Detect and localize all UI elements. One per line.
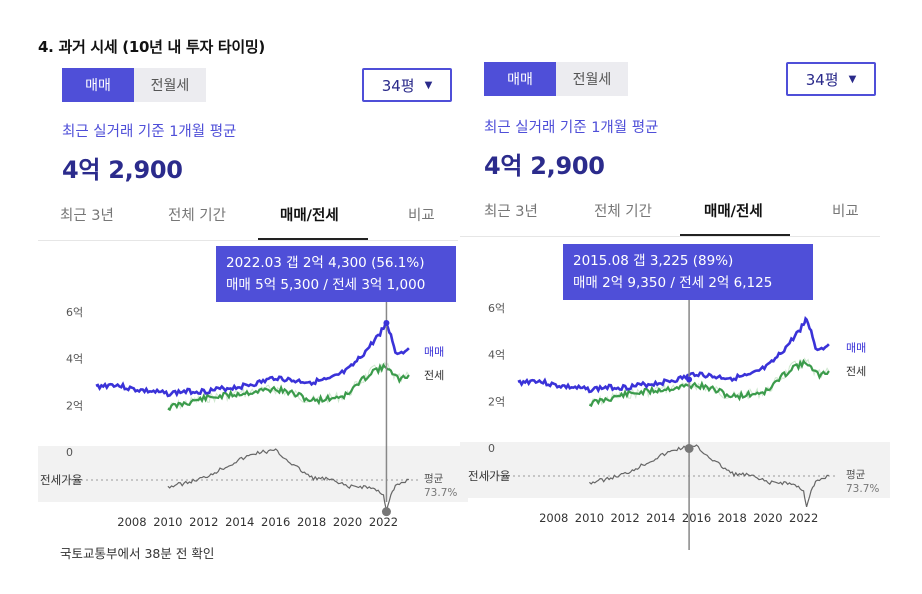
- x-tick-label: 2014: [646, 511, 675, 525]
- x-tick-label: 2016: [682, 511, 711, 525]
- tab-all-period[interactable]: 전체 기간: [594, 204, 652, 220]
- average-price: 4억 2,900: [62, 156, 183, 184]
- tab-compare[interactable]: 비교: [408, 208, 435, 224]
- ratio-average-label: 평균: [424, 473, 444, 485]
- highlight-sale-point: [686, 376, 693, 383]
- size-select[interactable]: 34평 ▼: [786, 62, 876, 96]
- jeonse-range-shadow: [589, 357, 830, 406]
- tab-recent-3y[interactable]: 최근 3년: [60, 208, 114, 224]
- price-caption: 최근 실거래 기준 1개월 평균: [484, 120, 659, 136]
- y-tick-label: 4억: [66, 353, 83, 366]
- jeonse-ratio-line: [589, 444, 829, 508]
- deal-type-toggle: 매매 전월세: [484, 62, 628, 96]
- x-tick-label: 2020: [333, 515, 362, 529]
- x-tick-label: 2008: [539, 511, 568, 525]
- x-tick-label: 2008: [117, 515, 146, 529]
- price-history-panel-right: 매매 전월세 34평 ▼ 최근 실거래 기준 1개월 평균 4억 2,900 최…: [460, 0, 890, 594]
- tooltip-price-line: 매매 5억 5,300 / 전세 3억 1,000: [226, 277, 426, 293]
- sale-series-line: [95, 320, 410, 398]
- ratio-average-label: 평균: [846, 469, 866, 481]
- legend-sale-label: 매매: [846, 342, 866, 355]
- tooltip-gap-line: 2015.08 갭 3,225 (89%): [573, 253, 734, 269]
- jeonse-ratio-line: [167, 448, 409, 512]
- tab-sale-jeonse[interactable]: 매매/전세: [280, 208, 339, 224]
- x-tick-label: 2014: [225, 515, 254, 529]
- tabs-divider: [460, 236, 880, 237]
- average-price: 4억 2,900: [484, 152, 605, 180]
- sale-series-line: [517, 316, 830, 394]
- sale-toggle-button[interactable]: 매매: [62, 68, 134, 102]
- ratio-band: [38, 446, 468, 502]
- y-tick-label: 2억: [66, 399, 83, 412]
- tooltip-gap-line: 2022.03 갭 2억 4,300 (56.1%): [226, 255, 425, 271]
- price-history-panel-left: 매매 전월세 34평 ▼ 최근 실거래 기준 1개월 평균 4억 2,900 최…: [38, 0, 468, 594]
- y-tick-label: 6억: [488, 302, 505, 315]
- y-tick-label: 0: [66, 446, 73, 459]
- caret-down-icon: ▼: [848, 73, 857, 85]
- size-select[interactable]: 34평 ▼: [362, 68, 452, 102]
- ratio-average-value: 73.7%: [424, 487, 457, 499]
- chart-tooltip: 2015.08 갭 3,225 (89%) 매매 2억 9,350 / 전세 2…: [563, 244, 813, 300]
- period-tabs: 최근 3년 전체 기간 매매/전세 비교: [460, 200, 880, 240]
- x-tick-label: 2022: [369, 515, 398, 529]
- size-select-value: 34평: [381, 76, 415, 95]
- price-caption: 최근 실거래 기준 1개월 평균: [62, 124, 237, 140]
- jeonse-range-shadow: [167, 361, 410, 410]
- x-tick-label: 2010: [153, 515, 182, 529]
- y-tick-label: 0: [488, 442, 495, 455]
- chart-tooltip: 2022.03 갭 2억 4,300 (56.1%) 매매 5억 5,300 /…: [216, 246, 456, 302]
- data-source-note: 국토교통부에서 38분 전 확인: [60, 546, 215, 561]
- legend-sale-label: 매매: [424, 346, 444, 359]
- ratio-axis-label: 전세가율: [468, 469, 510, 483]
- y-tick-label: 4억: [488, 349, 505, 362]
- y-tick-label: 2억: [488, 395, 505, 408]
- period-tabs: 최근 3년 전체 기간 매매/전세 비교: [38, 204, 458, 244]
- tab-sale-jeonse[interactable]: 매매/전세: [704, 204, 763, 220]
- jeonse-series-line: [588, 358, 830, 408]
- price-chart[interactable]: 6억 4억 2억 0 2008 2010 2012 2014 2016 2018 2020 2022 매…: [38, 240, 468, 540]
- x-tick-label: 2012: [189, 515, 218, 529]
- x-tick-label: 2018: [297, 515, 326, 529]
- x-tick-label: 2022: [789, 511, 818, 525]
- highlight-sale-point: [383, 319, 390, 326]
- x-tick-label: 2016: [261, 515, 290, 529]
- tab-recent-3y[interactable]: 최근 3년: [484, 204, 538, 220]
- x-tick-label: 2012: [610, 511, 639, 525]
- highlight-ratio-point: [381, 507, 391, 517]
- tabs-divider: [38, 240, 458, 241]
- rent-toggle-button[interactable]: 전월세: [134, 68, 206, 102]
- jeonse-series-line: [167, 362, 410, 412]
- active-tab-underline: [258, 238, 368, 240]
- tab-compare[interactable]: 비교: [832, 204, 859, 220]
- active-tab-underline: [680, 234, 790, 236]
- rent-toggle-button[interactable]: 전월세: [556, 62, 628, 96]
- tab-all-period[interactable]: 전체 기간: [168, 208, 226, 224]
- price-chart[interactable]: 6억 4억 2억 0 2008 2010 2012 2014 2016 2018 2020 2022 매…: [460, 236, 890, 552]
- section-title: 4. 과거 시세 (10년 내 투자 타이밍): [38, 38, 265, 56]
- highlight-ratio-point: [684, 443, 694, 453]
- sale-toggle-button[interactable]: 매매: [484, 62, 556, 96]
- y-tick-label: 6억: [66, 306, 83, 319]
- size-select-value: 34평: [805, 70, 839, 89]
- x-tick-label: 2018: [718, 511, 747, 525]
- x-tick-label: 2010: [575, 511, 604, 525]
- x-tick-label: 2020: [753, 511, 782, 525]
- tooltip-price-line: 매매 2억 9,350 / 전세 2억 6,125: [573, 275, 773, 291]
- ratio-band: [460, 442, 890, 498]
- ratio-average-value: 73.7%: [846, 483, 879, 495]
- legend-jeonse-label: 전세: [846, 365, 866, 378]
- legend-jeonse-label: 전세: [424, 369, 444, 382]
- caret-down-icon: ▼: [424, 79, 433, 91]
- ratio-axis-label: 전세가율: [40, 473, 82, 487]
- deal-type-toggle: 매매 전월세: [62, 68, 206, 102]
